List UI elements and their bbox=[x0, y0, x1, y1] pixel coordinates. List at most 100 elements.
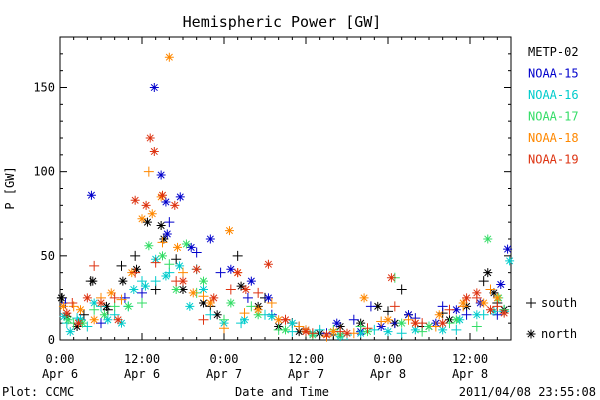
data-point-north bbox=[424, 322, 434, 332]
data-point-north bbox=[170, 200, 180, 210]
data-point-south bbox=[307, 328, 318, 339]
data-point-north bbox=[397, 318, 407, 328]
data-point-north bbox=[322, 330, 331, 340]
y-tick-label: 100 bbox=[33, 165, 55, 179]
data-point-north bbox=[267, 311, 277, 321]
data-point-south bbox=[314, 324, 325, 335]
data-point-north bbox=[483, 234, 493, 244]
data-point-south bbox=[150, 284, 161, 295]
data-point-north bbox=[472, 310, 482, 320]
x-tick-label-time: 0:00 bbox=[374, 352, 403, 366]
data-point-north bbox=[156, 170, 166, 180]
data-point-north bbox=[274, 315, 284, 325]
data-point-north bbox=[103, 315, 113, 325]
data-point-south bbox=[150, 276, 161, 287]
legend-entry: NOAA-15 bbox=[528, 67, 579, 81]
x-tick-label-date: Apr 6 bbox=[124, 367, 160, 381]
data-point-south bbox=[383, 306, 393, 317]
data-point-north bbox=[503, 244, 513, 254]
data-point-south bbox=[198, 314, 209, 325]
data-point-north bbox=[489, 306, 499, 316]
data-point-north bbox=[82, 293, 92, 303]
data-point-north bbox=[186, 242, 196, 252]
chart-title: Hemispheric Power [GW] bbox=[183, 13, 382, 31]
data-point-south bbox=[164, 259, 175, 270]
data-point-north bbox=[479, 298, 489, 308]
data-point-north bbox=[199, 285, 208, 294]
data-point-north bbox=[434, 310, 444, 320]
data-point-north bbox=[342, 328, 352, 338]
data-point-south bbox=[157, 237, 168, 248]
data-point-south bbox=[389, 301, 400, 312]
data-point-north bbox=[132, 264, 142, 274]
data-point-north bbox=[253, 305, 263, 315]
data-point-north bbox=[149, 146, 159, 156]
data-point-north bbox=[386, 273, 396, 283]
data-point-north bbox=[171, 285, 181, 294]
data-point-north bbox=[301, 327, 311, 337]
data-point-south bbox=[178, 267, 188, 278]
data-point-north bbox=[141, 200, 151, 210]
data-point-north bbox=[263, 293, 273, 303]
data-point-south bbox=[116, 260, 127, 271]
data-point-south bbox=[225, 284, 236, 295]
data-point-north bbox=[161, 271, 171, 281]
data-point-south bbox=[137, 297, 147, 308]
x-tick-label-time: 12:00 bbox=[124, 352, 160, 366]
footer-timestamp: 2011/04/08 23:55:08 bbox=[459, 385, 596, 399]
data-point-south bbox=[294, 321, 305, 332]
data-point-north bbox=[158, 190, 167, 200]
y-axis: 0 50 100 150 bbox=[33, 36, 511, 347]
data-point-south bbox=[253, 287, 264, 298]
data-point-south bbox=[232, 250, 243, 261]
data-point-north bbox=[76, 305, 85, 315]
data-point-north bbox=[486, 305, 495, 315]
data-point-south bbox=[362, 323, 373, 334]
data-point-north bbox=[294, 327, 304, 337]
data-point-north bbox=[159, 234, 169, 244]
data-point-north bbox=[76, 315, 85, 325]
data-point-south bbox=[478, 276, 489, 287]
data-point-north bbox=[113, 315, 123, 325]
y-tick-label: 50 bbox=[41, 249, 55, 263]
data-point-north bbox=[199, 298, 208, 308]
data-point-north bbox=[376, 322, 386, 332]
data-point-north bbox=[505, 256, 515, 266]
data-point-north bbox=[335, 322, 345, 332]
data-point-north bbox=[410, 325, 420, 335]
data-point-south bbox=[348, 314, 359, 325]
data-point-north bbox=[240, 315, 249, 325]
data-point-north bbox=[162, 229, 172, 239]
data-point-north bbox=[72, 322, 82, 332]
y-tick-label: 150 bbox=[33, 81, 55, 95]
data-point-north bbox=[137, 214, 147, 224]
data-point-north bbox=[233, 268, 243, 278]
data-point-north bbox=[88, 276, 98, 286]
data-point-south bbox=[191, 247, 202, 258]
data-point-south bbox=[461, 309, 472, 320]
data-point-north bbox=[149, 83, 159, 92]
data-point-north bbox=[496, 279, 506, 289]
data-point-south bbox=[437, 301, 448, 312]
data-point-north bbox=[281, 315, 290, 325]
x-tick-label-date: Apr 7 bbox=[288, 367, 324, 381]
data-point-south bbox=[219, 314, 229, 325]
data-point-north bbox=[438, 325, 448, 335]
legend-entry: NOAA-16 bbox=[528, 88, 579, 102]
marker-legend: south north bbox=[526, 296, 577, 341]
data-point-north bbox=[483, 268, 493, 278]
data-point-north bbox=[224, 226, 234, 236]
legend-entry: NOAA-18 bbox=[528, 131, 579, 145]
data-point-south bbox=[266, 297, 277, 308]
data-point-north bbox=[438, 318, 448, 328]
data-point-south bbox=[205, 309, 216, 320]
data-point-south bbox=[219, 323, 229, 334]
data-point-north bbox=[328, 327, 338, 337]
data-point-north bbox=[410, 318, 420, 328]
data-point-south bbox=[335, 326, 346, 337]
data-point-north bbox=[129, 285, 139, 294]
data-point-north bbox=[236, 281, 246, 291]
data-point-north bbox=[89, 315, 99, 325]
data-point-north bbox=[86, 190, 96, 200]
